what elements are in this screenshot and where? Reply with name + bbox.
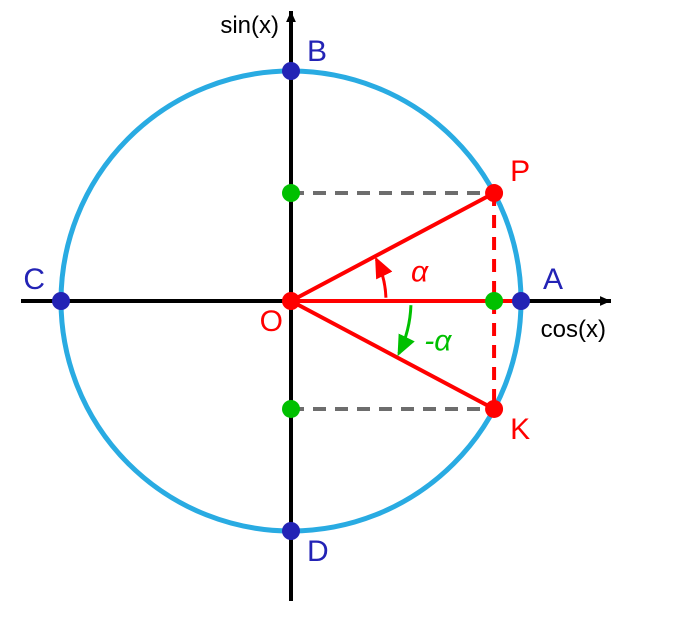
label-d: D bbox=[307, 535, 329, 568]
label-a: A bbox=[543, 263, 563, 296]
point-c bbox=[52, 292, 70, 310]
point-p bbox=[485, 184, 503, 202]
point-a bbox=[512, 292, 530, 310]
point-o bbox=[282, 292, 300, 310]
point-d bbox=[282, 522, 300, 540]
point-k bbox=[485, 400, 503, 418]
background bbox=[0, 0, 678, 622]
label-k: K bbox=[510, 413, 530, 446]
label-p: P bbox=[510, 155, 530, 188]
point-b bbox=[282, 62, 300, 80]
x-axis-label: cos(x) bbox=[541, 316, 606, 343]
label-o: O bbox=[260, 305, 283, 338]
label-c: C bbox=[23, 263, 45, 296]
label-b: B bbox=[307, 35, 327, 68]
label-neg-alpha: -α bbox=[424, 324, 452, 357]
point-sin-alpha bbox=[282, 184, 300, 202]
point-sin-neg-alpha bbox=[282, 400, 300, 418]
y-axis-label: sin(x) bbox=[220, 12, 279, 39]
point-cos-alpha bbox=[485, 292, 503, 310]
label-alpha: α bbox=[411, 255, 429, 288]
unit-circle-diagram: sin(x) cos(x) O A B C D P Kα -α bbox=[0, 0, 678, 622]
